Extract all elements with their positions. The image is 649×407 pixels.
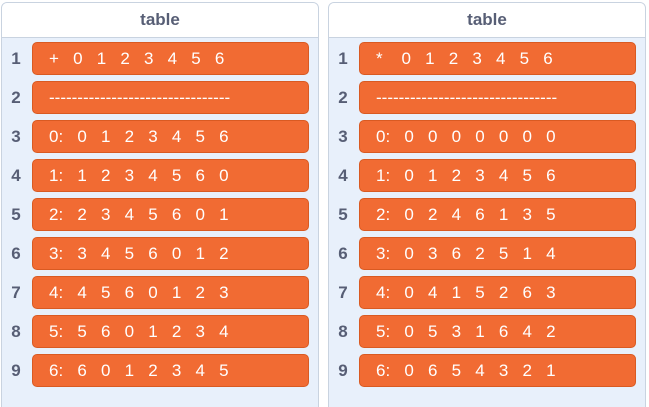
item-index: 2 (11, 88, 21, 107)
list-item: 7 4: 0 4 1 5 2 6 3 (329, 276, 645, 309)
item-value[interactable]: 0: 0 1 2 3 4 5 6 (32, 120, 309, 153)
item-index: 4 (11, 166, 21, 185)
list-item: 5 2: 0 2 4 6 1 3 5 (329, 198, 645, 231)
item-index: 7 (338, 283, 348, 302)
list-item: 6 3: 3 4 5 6 0 1 2 (2, 237, 318, 270)
list-item: 1 + 0 1 2 3 4 5 6 (2, 42, 318, 75)
list-item: 8 5: 5 6 0 1 2 3 4 (2, 315, 318, 348)
list-item: 5 2: 2 3 4 5 6 0 1 (2, 198, 318, 231)
list-item: 4 1: 0 1 2 3 4 5 6 (329, 159, 645, 192)
item-index: 9 (11, 361, 21, 380)
item-value[interactable]: 5: 0 5 3 1 6 4 2 (359, 315, 636, 348)
item-index: 6 (338, 244, 348, 263)
item-value[interactable]: 0: 0 0 0 0 0 0 0 (359, 120, 636, 153)
item-index: 1 (338, 49, 348, 68)
item-index: 5 (338, 205, 348, 224)
item-value[interactable]: 3: 0 3 6 2 5 1 4 (359, 237, 636, 270)
item-value[interactable]: 1: 0 1 2 3 4 5 6 (359, 159, 636, 192)
item-index: 3 (338, 127, 348, 146)
item-value[interactable]: -------------------------------- (359, 81, 636, 114)
item-value[interactable]: 2: 2 3 4 5 6 0 1 (32, 198, 309, 231)
item-index: 3 (11, 127, 21, 146)
list-item: 3 0: 0 0 0 0 0 0 0 (329, 120, 645, 153)
item-value[interactable]: 6: 6 0 1 2 3 4 5 (32, 354, 309, 387)
item-index: 1 (11, 49, 21, 68)
item-value[interactable]: 1: 1 2 3 4 5 6 0 (32, 159, 309, 192)
list-item: 1 * 0 1 2 3 4 5 6 (329, 42, 645, 75)
list-item: 6 3: 0 3 6 2 5 1 4 (329, 237, 645, 270)
item-index: 2 (338, 88, 348, 107)
list-item: 4 1: 1 2 3 4 5 6 0 (2, 159, 318, 192)
list-title: table (329, 3, 645, 38)
item-value[interactable]: + 0 1 2 3 4 5 6 (32, 42, 309, 75)
list-item: 3 0: 0 1 2 3 4 5 6 (2, 120, 318, 153)
item-index: 6 (11, 244, 21, 263)
item-value[interactable]: 4: 0 4 1 5 2 6 3 (359, 276, 636, 309)
list-item: 9 6: 0 6 5 4 3 2 1 (329, 354, 645, 387)
item-value[interactable]: -------------------------------- (32, 81, 309, 114)
list-item: 2 -------------------------------- (2, 81, 318, 114)
item-value[interactable]: 2: 0 2 4 6 1 3 5 (359, 198, 636, 231)
item-value[interactable]: * 0 1 2 3 4 5 6 (359, 42, 636, 75)
list-monitor-multiplication-table: table 1 * 0 1 2 3 4 5 6 2 --------------… (328, 2, 646, 407)
list-item: 7 4: 4 5 6 0 1 2 3 (2, 276, 318, 309)
item-index: 9 (338, 361, 348, 380)
list-title: table (2, 3, 318, 38)
item-value[interactable]: 3: 3 4 5 6 0 1 2 (32, 237, 309, 270)
list-item: 9 6: 6 0 1 2 3 4 5 (2, 354, 318, 387)
item-index: 8 (11, 322, 21, 341)
item-index: 4 (338, 166, 348, 185)
list-monitor-addition-table: table 1 + 0 1 2 3 4 5 6 2 --------------… (1, 2, 319, 407)
item-index: 5 (11, 205, 21, 224)
item-index: 8 (338, 322, 348, 341)
item-value[interactable]: 4: 4 5 6 0 1 2 3 (32, 276, 309, 309)
item-index: 7 (11, 283, 21, 302)
item-value[interactable]: 5: 5 6 0 1 2 3 4 (32, 315, 309, 348)
item-value[interactable]: 6: 0 6 5 4 3 2 1 (359, 354, 636, 387)
list-item: 2 -------------------------------- (329, 81, 645, 114)
list-item: 8 5: 0 5 3 1 6 4 2 (329, 315, 645, 348)
